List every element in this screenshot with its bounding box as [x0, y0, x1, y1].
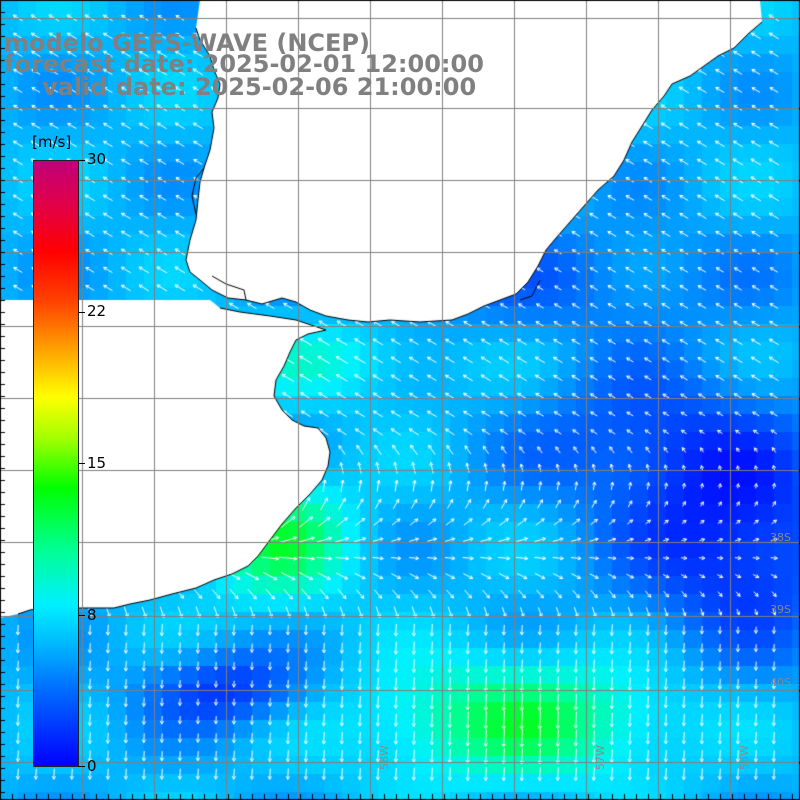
lon-label-57w: 57W — [594, 745, 607, 770]
colorbar-tick — [79, 160, 85, 161]
lon-label-58w: 58W — [378, 745, 391, 770]
colorbar-tick — [79, 463, 85, 464]
colorbar-label-22: 22 — [87, 302, 107, 320]
colorbar-tick — [79, 615, 85, 616]
model-title: modelo GEFS-WAVE (NCEP) — [4, 29, 370, 57]
forecast-date: forecast date: 2025-02-01 12:00:00 — [4, 50, 484, 78]
lat-label-40s: 40S — [770, 676, 791, 689]
colorbar-label-0: 0 — [87, 757, 97, 775]
valid-date: valid date: 2025-02-06 21:00:00 — [42, 73, 477, 101]
lat-label-38s: 38S — [770, 531, 791, 544]
colorbar-tick — [79, 766, 85, 767]
colorbar-unit: [m/s] — [32, 133, 72, 151]
colorbar — [33, 160, 79, 767]
colorbar-label-15: 15 — [87, 454, 107, 472]
colorbar-tick — [79, 312, 85, 313]
lat-label-39s: 39S — [770, 603, 791, 616]
colorbar-label-30: 30 — [87, 150, 107, 168]
colorbar-label-8: 8 — [87, 606, 97, 624]
lon-label-56w: 56W — [738, 745, 751, 770]
